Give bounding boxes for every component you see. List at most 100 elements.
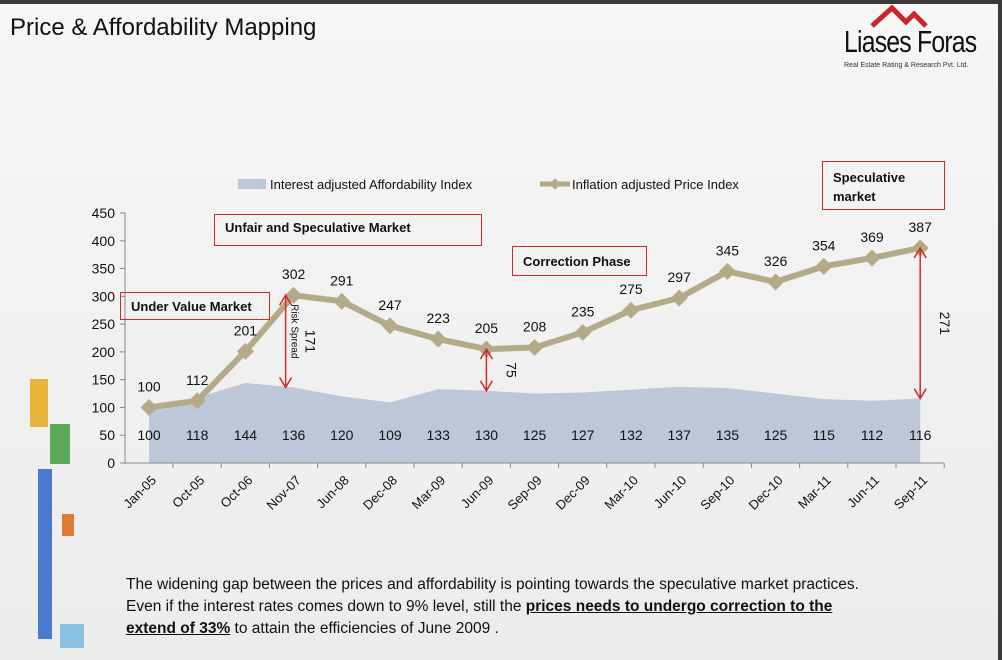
x-tick-label: Mar-09 bbox=[409, 473, 449, 513]
price-data-label: 201 bbox=[234, 322, 258, 338]
y-tick-label: 400 bbox=[92, 233, 116, 249]
price-marker bbox=[140, 398, 158, 416]
y-tick-label: 150 bbox=[92, 372, 116, 388]
spread-value: 271 bbox=[937, 312, 953, 336]
caption-text: The widening gap between the prices and … bbox=[126, 576, 859, 615]
price-data-label: 247 bbox=[378, 297, 402, 313]
price-marker bbox=[333, 292, 351, 310]
roof-icon bbox=[870, 4, 928, 28]
x-tick-label: Jun-08 bbox=[313, 473, 352, 512]
legend-marker bbox=[549, 178, 561, 190]
decorative-block bbox=[50, 424, 70, 464]
y-tick-label: 200 bbox=[92, 344, 116, 360]
caption: The widening gap between the prices and … bbox=[126, 574, 886, 640]
spread-value: 75 bbox=[503, 362, 519, 378]
price-data-label: 326 bbox=[764, 253, 788, 269]
arrow-head-icon bbox=[913, 388, 927, 401]
y-tick-label: 350 bbox=[92, 261, 116, 277]
affordability-data-label: 112 bbox=[861, 427, 884, 443]
annotation-box: Speculative market bbox=[822, 161, 945, 210]
x-tick-label: Dec-08 bbox=[360, 473, 400, 513]
decorative-block bbox=[62, 514, 74, 536]
affordability-data-label: 130 bbox=[475, 427, 499, 443]
spread-value: 171 bbox=[303, 330, 319, 354]
decorative-block bbox=[30, 379, 48, 427]
x-tick-label: Oct-06 bbox=[217, 473, 255, 511]
spread-label: Risk Spread bbox=[289, 304, 300, 358]
annotation-box: Unfair and Speculative Market bbox=[214, 214, 482, 246]
x-tick-label: Sep-09 bbox=[504, 473, 544, 513]
price-data-label: 112 bbox=[186, 372, 209, 388]
page-title: Price & Affordability Mapping bbox=[10, 14, 317, 41]
price-marker bbox=[767, 273, 785, 291]
y-tick-label: 250 bbox=[92, 316, 116, 332]
affordability-data-label: 118 bbox=[186, 427, 209, 443]
affordability-data-label: 125 bbox=[523, 427, 547, 443]
x-tick-label: Jun-11 bbox=[844, 473, 882, 511]
annotation-box: Correction Phase bbox=[512, 246, 647, 276]
arrow-head-icon bbox=[479, 380, 494, 393]
price-data-label: 208 bbox=[523, 318, 547, 334]
x-tick-label: Oct-05 bbox=[169, 473, 207, 511]
caption-text: to attain the efficiencies of June 2009 … bbox=[230, 620, 499, 637]
slide: Price & Affordability Mapping Liases For… bbox=[0, 4, 998, 660]
x-tick-label: Jun-09 bbox=[458, 473, 497, 512]
affordability-data-label: 100 bbox=[137, 427, 161, 443]
decorative-block bbox=[60, 624, 84, 648]
x-tick-label: Sep-10 bbox=[697, 473, 737, 513]
x-tick-label: Mar-11 bbox=[795, 473, 834, 512]
x-tick-label: Jan-05 bbox=[120, 473, 159, 512]
price-marker bbox=[285, 286, 303, 304]
price-marker bbox=[381, 317, 399, 335]
price-marker bbox=[236, 342, 254, 360]
affordability-data-label: 133 bbox=[427, 427, 451, 443]
price-marker bbox=[574, 323, 592, 341]
price-data-label: 345 bbox=[716, 242, 740, 258]
affordability-data-label: 136 bbox=[282, 427, 306, 443]
annotation-box: Under Value Market bbox=[120, 292, 270, 320]
y-tick-label: 100 bbox=[92, 399, 116, 415]
price-marker bbox=[863, 249, 881, 267]
price-data-label: 354 bbox=[812, 237, 836, 253]
legend-label: Inflation adjusted Price Index bbox=[572, 177, 739, 192]
price-marker bbox=[188, 392, 206, 410]
legend-label: Interest adjusted Affordability Index bbox=[270, 177, 473, 192]
x-tick-label: Sep-11 bbox=[891, 473, 931, 513]
price-marker bbox=[429, 330, 447, 348]
x-tick-label: Mar-10 bbox=[601, 473, 641, 513]
price-data-label: 205 bbox=[475, 320, 499, 336]
caption-emphasis: prices needs to undergo correction to th… bbox=[126, 598, 833, 637]
arrow-head-icon bbox=[278, 377, 293, 389]
arrow-head-icon bbox=[278, 293, 293, 306]
y-tick-label: 0 bbox=[107, 455, 115, 471]
affordability-data-label: 137 bbox=[668, 427, 692, 443]
arrow-head-icon bbox=[913, 246, 927, 259]
price-data-label: 302 bbox=[282, 266, 306, 282]
x-tick-label: Dec-10 bbox=[745, 473, 785, 513]
price-marker bbox=[718, 262, 736, 280]
y-tick-label: 50 bbox=[99, 427, 115, 443]
price-marker bbox=[670, 289, 688, 307]
affordability-data-label: 109 bbox=[378, 427, 402, 443]
logo: Liases Foras Real Estate Rating & Resear… bbox=[842, 4, 998, 76]
chart: 0 50 100 150 200 250 300 350 400 450 Jan-05 Oct-05 O… bbox=[92, 177, 954, 513]
legend-swatch-area bbox=[238, 179, 266, 189]
y-tick-label: 300 bbox=[92, 288, 116, 304]
affordability-data-label: 135 bbox=[716, 427, 740, 443]
affordability-data-label: 120 bbox=[330, 427, 354, 443]
price-data-label: 297 bbox=[668, 269, 692, 285]
price-marker bbox=[526, 338, 544, 356]
x-tick-label: Jun-10 bbox=[651, 473, 690, 512]
price-data-label: 235 bbox=[571, 303, 595, 319]
y-tick-label: 450 bbox=[92, 205, 116, 221]
logo-tagline: Real Estate Rating & Research Pvt. Ltd. bbox=[844, 62, 969, 69]
price-data-label: 100 bbox=[137, 378, 161, 394]
x-tick-label: Nov-07 bbox=[263, 473, 303, 513]
affordability-area bbox=[149, 383, 921, 463]
affordability-data-label: 144 bbox=[234, 427, 258, 443]
arrow-head-icon bbox=[479, 347, 494, 360]
price-data-label: 223 bbox=[427, 310, 451, 326]
affordability-data-label: 125 bbox=[764, 427, 788, 443]
logo-name: Liases Foras bbox=[844, 24, 977, 59]
price-data-label: 369 bbox=[860, 229, 884, 245]
